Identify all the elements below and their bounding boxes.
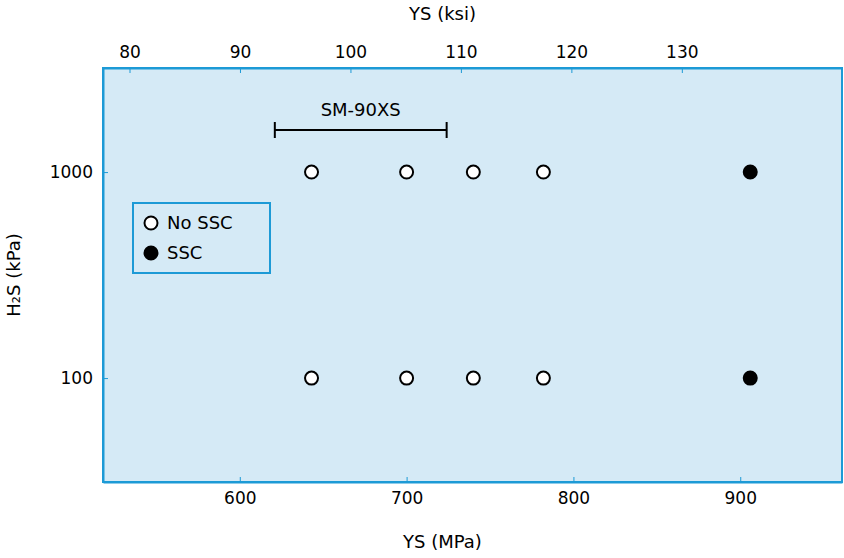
tick: 110 [445, 42, 477, 73]
tick: 900 [725, 477, 757, 508]
tick-label: 100 [335, 42, 367, 62]
range-bar [275, 129, 447, 131]
plot-frame [103, 68, 842, 482]
point [305, 166, 318, 179]
tick: 700 [391, 477, 423, 508]
tick-mark [240, 477, 241, 482]
axis-line [103, 69, 105, 483]
tick: 600 [224, 477, 256, 508]
tick-mark [103, 378, 108, 379]
point [744, 372, 757, 385]
point [305, 372, 318, 385]
legend: No SSC SSC [133, 203, 270, 273]
tick-label: 90 [230, 42, 252, 62]
x-axis-title: YS (MPa) [402, 531, 482, 552]
x2-axis: 80 90 100 110 120 130 [104, 42, 843, 73]
range-cap [446, 122, 448, 138]
point [400, 372, 413, 385]
annotation: SM-90XS [275, 99, 447, 138]
tick-label: 80 [119, 42, 141, 62]
tick: 1000 [50, 162, 108, 182]
tick-mark [571, 68, 572, 73]
tick-mark [573, 477, 574, 482]
tick-mark [682, 68, 683, 73]
tick-label: 1000 [50, 162, 93, 182]
legend-marker [145, 247, 158, 260]
y-axis: 100 1000 [50, 69, 108, 483]
legend-marker [145, 217, 158, 230]
legend-label: No SSC [167, 212, 233, 233]
tick: 100 [61, 368, 108, 388]
point [467, 166, 480, 179]
tick-label: 120 [556, 42, 588, 62]
point [467, 372, 480, 385]
tick-label: 700 [391, 488, 423, 508]
tick: 120 [556, 42, 588, 73]
range-cap [274, 122, 276, 138]
annotation-label: SM-90XS [321, 99, 401, 120]
tick-label: 900 [725, 488, 757, 508]
tick: 100 [335, 42, 367, 73]
legend-label: SSC [167, 242, 202, 263]
point [537, 372, 550, 385]
tick-label: 800 [558, 488, 590, 508]
chart: 600 700 800 900 80 90 100 110 120 130 100 1000 SM-90… [0, 0, 844, 558]
plot: 600 700 800 900 80 90 100 110 120 130 100 1000 SM-90… [50, 42, 843, 508]
point [400, 166, 413, 179]
legend-box [133, 203, 270, 273]
axis-line [104, 68, 843, 70]
tick: 800 [558, 477, 590, 508]
tick-mark [740, 477, 741, 482]
axis-line [104, 482, 843, 484]
tick-label: 130 [666, 42, 698, 62]
point [537, 166, 550, 179]
y-axis-title: H₂S (kPa) [3, 233, 24, 316]
x2-axis-title: YS (ksi) [408, 3, 476, 24]
tick-mark [103, 172, 108, 173]
tick: 130 [666, 42, 698, 73]
tick-label: 110 [445, 42, 477, 62]
tick-mark [130, 68, 131, 73]
tick-mark [350, 68, 351, 73]
point [744, 166, 757, 179]
tick-label: 100 [61, 368, 93, 388]
tick-mark [461, 68, 462, 73]
tick: 90 [230, 42, 252, 73]
tick-mark [407, 477, 408, 482]
tick-mark [240, 68, 241, 73]
tick-label: 600 [224, 488, 256, 508]
tick: 80 [119, 42, 141, 73]
points [305, 166, 757, 385]
x-axis: 600 700 800 900 [104, 477, 843, 508]
